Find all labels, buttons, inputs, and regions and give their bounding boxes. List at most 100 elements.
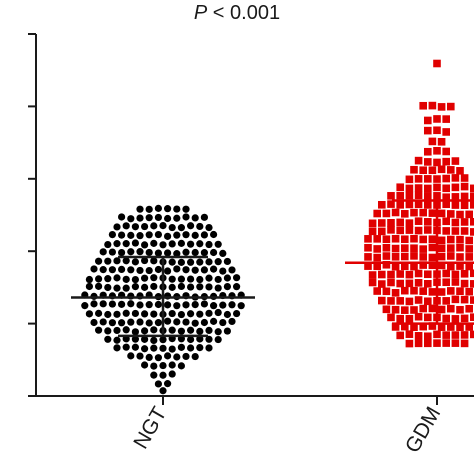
data-point-gdm: [414, 175, 423, 183]
data-point-gdm: [391, 252, 400, 261]
data-point-ngt: [168, 275, 176, 283]
data-point-ngt: [85, 282, 93, 291]
data-point-ngt: [154, 300, 162, 309]
data-point-gdm: [433, 192, 441, 200]
data-point-gdm: [396, 226, 404, 235]
data-point-ngt: [173, 265, 181, 273]
data-point-gdm: [424, 297, 432, 306]
data-point-gdm: [442, 174, 450, 183]
data-point-gdm: [456, 262, 464, 270]
data-point-ngt: [214, 275, 222, 284]
data-point-ngt: [127, 300, 135, 308]
data-point-gdm: [424, 339, 432, 348]
data-point-gdm: [405, 314, 414, 323]
data-point-gdm: [373, 235, 381, 243]
data-point-gdm: [456, 253, 464, 261]
data-point-ngt: [145, 319, 153, 327]
data-point-ngt: [141, 256, 149, 265]
data-point-gdm: [414, 269, 423, 278]
data-point-gdm: [414, 226, 423, 235]
data-point-gdm: [401, 210, 409, 218]
data-point-gdm: [470, 330, 474, 339]
data-point-ngt: [191, 248, 199, 257]
data-point-ngt: [164, 317, 172, 325]
data-point-ngt: [127, 352, 135, 360]
data-point-gdm: [447, 287, 455, 295]
data-point-gdm: [451, 157, 460, 165]
data-point-ngt: [85, 275, 93, 284]
data-point-ngt: [150, 326, 158, 334]
data-point-gdm: [391, 305, 400, 314]
data-point-gdm: [465, 210, 473, 219]
data-point-ngt: [223, 327, 231, 335]
data-point-gdm: [451, 201, 460, 209]
data-point-gdm: [428, 253, 437, 262]
data-point-gdm: [405, 330, 414, 338]
data-point-gdm: [424, 192, 432, 200]
data-point-ngt: [159, 361, 167, 370]
data-point-gdm: [442, 147, 450, 156]
data-point-gdm: [401, 286, 409, 295]
data-point-gdm: [414, 200, 423, 209]
data-point-gdm: [405, 191, 414, 200]
data-point-gdm: [447, 235, 455, 244]
data-point-gdm: [401, 252, 409, 261]
data-point-ngt: [127, 248, 135, 256]
data-point-gdm: [460, 269, 469, 278]
data-point-ngt: [145, 214, 153, 222]
data-point-ngt: [113, 336, 121, 344]
data-point-ngt: [118, 213, 126, 221]
data-point-ngt: [219, 301, 227, 309]
data-point-ngt: [223, 283, 231, 291]
data-point-gdm: [387, 192, 395, 200]
data-point-ngt: [141, 274, 149, 282]
data-point-ngt: [159, 371, 167, 379]
data-point-ngt: [210, 265, 218, 273]
data-point-ngt: [141, 283, 149, 291]
data-point-gdm: [401, 322, 409, 331]
data-point-gdm: [460, 339, 469, 348]
data-point-ngt: [191, 214, 199, 222]
data-point-gdm: [410, 323, 418, 331]
data-point-gdm: [414, 332, 423, 340]
data-point-gdm: [460, 174, 469, 182]
data-point-ngt: [154, 204, 162, 212]
data-point-gdm: [442, 184, 450, 193]
data-point-ngt: [205, 335, 213, 343]
data-point-gdm: [456, 167, 464, 175]
data-point-ngt: [168, 361, 176, 369]
data-point-ngt: [154, 213, 162, 222]
data-point-ngt: [177, 310, 185, 319]
data-point-ngt: [145, 353, 153, 362]
data-point-ngt: [136, 248, 144, 256]
data-point-gdm: [414, 312, 423, 321]
data-point-gdm: [373, 245, 381, 253]
data-point-ngt: [113, 310, 121, 318]
data-point-gdm: [396, 201, 404, 209]
data-point-ngt: [108, 319, 116, 327]
data-point-ngt: [154, 380, 162, 388]
data-point-gdm: [401, 235, 409, 244]
data-point-ngt: [154, 265, 162, 274]
data-point-ngt: [150, 336, 158, 344]
data-point-ngt: [228, 266, 236, 274]
data-point-gdm: [442, 339, 450, 347]
data-point-ngt: [173, 302, 181, 310]
data-point-ngt: [154, 319, 162, 327]
data-point-ngt: [122, 284, 130, 292]
data-point-ngt: [108, 248, 116, 256]
data-point-gdm: [470, 201, 474, 209]
data-point-ngt: [168, 283, 176, 291]
data-point-gdm: [428, 166, 437, 175]
data-point-ngt: [164, 380, 172, 388]
data-point-gdm: [391, 234, 400, 243]
data-point-ngt: [182, 231, 190, 239]
data-point-gdm: [428, 209, 437, 217]
data-point-ngt: [168, 309, 176, 318]
data-point-ngt: [228, 301, 236, 309]
data-point-gdm: [465, 304, 473, 313]
data-point-gdm: [447, 244, 455, 252]
data-point-gdm: [405, 279, 414, 288]
data-point-gdm: [451, 227, 460, 235]
data-point-gdm: [382, 243, 391, 252]
